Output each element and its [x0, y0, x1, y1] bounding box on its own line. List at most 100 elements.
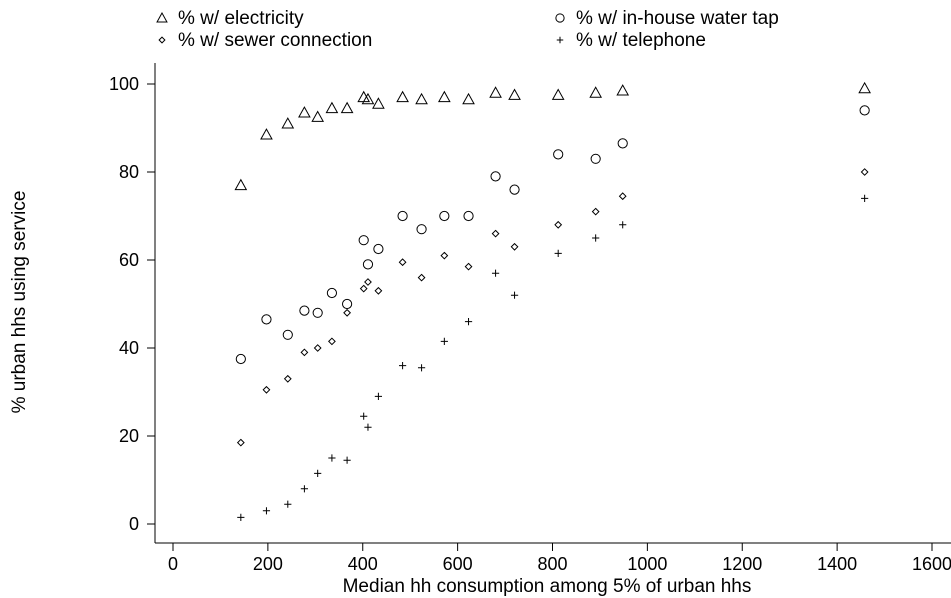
x-ticks: 0 200 400 600 800 1000 1200 1400 1600 — [168, 543, 951, 574]
legend-item: % w/ telephone — [556, 30, 706, 51]
diamond-point — [554, 220, 563, 229]
legend: % w/ electricity % w/ in-house water tap%… — [156, 8, 779, 51]
triangle-point — [298, 106, 311, 118]
triangle-point — [489, 86, 502, 98]
legend-item: % w/ sewer connection — [158, 30, 372, 51]
plus-point — [491, 269, 500, 277]
legend-label: % w/ telephone — [576, 30, 706, 51]
triangle-point — [361, 92, 375, 105]
circle-point — [235, 353, 246, 365]
circle-point — [261, 314, 272, 325]
y-axis-title: % urban hhs using service — [9, 191, 30, 414]
triangle-point — [462, 92, 475, 105]
diamond-point — [510, 242, 519, 251]
y-tick-label: 40 — [119, 338, 139, 358]
circle-point — [416, 224, 427, 235]
triangle-point — [372, 97, 385, 109]
diamond-point — [236, 438, 245, 447]
diamond-point — [464, 262, 473, 271]
circle-point — [509, 184, 520, 195]
x-tick-label: 1200 — [722, 554, 762, 574]
circle-point — [590, 153, 601, 164]
circle-point — [859, 105, 870, 116]
circle-point — [439, 210, 450, 222]
plus-point — [464, 318, 473, 326]
diamond-point — [364, 278, 372, 286]
plus-point — [440, 337, 448, 345]
plus-point — [417, 364, 426, 372]
triangle-point — [396, 90, 409, 103]
legend-diamond-icon — [158, 36, 166, 44]
diamond-point — [860, 168, 869, 176]
diamond-point — [300, 348, 309, 357]
y-tick-label: 80 — [119, 162, 139, 182]
plus-point — [619, 221, 627, 229]
triangle-point — [311, 110, 325, 122]
x-axis-title: Median hh consumption among 5% of urban … — [343, 576, 752, 597]
diamond-point — [313, 344, 322, 352]
plus-point — [554, 249, 562, 257]
triangle-point — [260, 128, 273, 140]
x-tick-label: 0 — [168, 554, 178, 574]
circle-point — [362, 259, 374, 270]
circle-point — [617, 138, 628, 149]
legend-label: % w/ electricity — [178, 8, 304, 29]
plus-point — [262, 507, 271, 515]
triangle-point — [234, 178, 248, 191]
plus-point — [364, 423, 372, 431]
y-tick-label: 0 — [129, 514, 139, 534]
legend-circle-icon — [555, 13, 565, 23]
diamond-point — [398, 258, 407, 267]
diamond-point — [359, 284, 368, 293]
plus-point — [861, 194, 869, 202]
circle-point — [299, 305, 310, 316]
triangle-point — [415, 92, 428, 105]
x-tick-label: 600 — [443, 554, 473, 574]
circle-point — [397, 210, 408, 222]
circle-point — [358, 235, 369, 246]
triangle-point — [551, 88, 565, 100]
data-points — [234, 81, 871, 521]
diamond-point — [491, 229, 500, 238]
plus-point — [510, 291, 519, 299]
diamond-point — [417, 273, 426, 282]
circle-point — [463, 210, 474, 222]
diamond-point — [283, 374, 292, 383]
legend-label: % w/ sewer connection — [178, 30, 372, 51]
plus-point — [374, 392, 383, 400]
circle-point — [326, 287, 338, 299]
y-tick-label: 60 — [119, 250, 139, 270]
series-circle — [235, 105, 870, 365]
triangle-point — [281, 117, 295, 129]
diamond-point — [618, 192, 627, 201]
y-tick-label: 100 — [109, 74, 139, 94]
plus-point — [343, 456, 351, 464]
circle-point — [373, 243, 384, 255]
legend-plus-icon — [556, 36, 564, 44]
plus-point — [237, 513, 245, 521]
plus-point — [360, 412, 368, 420]
x-tick-label: 1400 — [817, 554, 857, 574]
plus-point — [300, 485, 309, 493]
plus-point — [592, 234, 600, 242]
y-ticks: 0 20 40 60 80 100 — [109, 74, 155, 534]
legend-triangle-icon — [156, 12, 168, 23]
diamond-point — [440, 251, 449, 260]
diamond-point — [591, 207, 600, 216]
diamond-point — [374, 286, 383, 295]
triangle-point — [340, 101, 354, 114]
legend-item: % w/ in-house water tap — [555, 8, 779, 29]
x-tick-label: 1600 — [912, 554, 951, 574]
plus-point — [314, 469, 322, 477]
diamond-point — [343, 308, 352, 317]
x-tick-label: 1000 — [627, 554, 667, 574]
circle-point — [341, 298, 353, 310]
legend-item: % w/ electricity — [156, 8, 304, 29]
triangle-point — [357, 90, 371, 103]
x-tick-label: 400 — [348, 554, 378, 574]
x-tick-label: 200 — [253, 554, 283, 574]
plus-point — [398, 362, 407, 370]
series-triangle — [234, 81, 871, 191]
triangle-point — [325, 101, 339, 114]
